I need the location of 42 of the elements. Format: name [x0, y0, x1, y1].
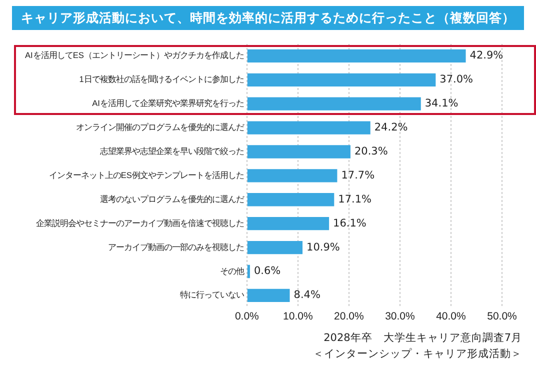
y-tick-label: インターネット上のES例文やテンプレートを活用した	[48, 170, 244, 180]
y-tick-label: AIを活用してES（エントリーシート）やガクチカを作成した	[24, 50, 244, 60]
bar	[247, 97, 421, 110]
y-tick-label: オンライン開催のプログラムを優先的に選んだ	[76, 122, 244, 132]
bar	[247, 240, 303, 254]
x-tick-label: 50.0%	[487, 310, 517, 323]
bar	[247, 193, 334, 206]
chart-title: キャリア形成活動において、時間を効率的に活用するために行ったこと（複数回答）	[12, 6, 524, 30]
data-label: 0.6%	[254, 265, 281, 278]
x-tick-label: 40.0%	[436, 310, 466, 323]
data-label: 42.9%	[470, 50, 504, 62]
bar	[247, 145, 350, 158]
bar	[247, 49, 466, 63]
y-tick-label: 特に行っていない	[180, 290, 244, 300]
bar	[247, 169, 338, 182]
bar	[247, 288, 290, 302]
data-label: 20.3%	[354, 145, 388, 158]
data-label: 24.2%	[374, 122, 408, 134]
data-label: 17.1%	[338, 193, 372, 206]
y-tick-label: その他	[220, 266, 244, 276]
text: ＜インターンシップ・キャリア形成活動＞	[313, 347, 522, 362]
y-tick-label: 選考のないプログラムを優先的に選んだ	[100, 194, 244, 204]
data-label: 8.4%	[294, 289, 320, 302]
bar	[247, 264, 250, 278]
data-label: 37.0%	[440, 74, 474, 86]
y-tick-label: 1日で複数社の話を聞けるイベントに参加した	[79, 74, 244, 84]
y-tick-label: AIを活用して企業研究や業界研究を行った	[92, 98, 244, 108]
data-label: 34.1%	[424, 98, 458, 110]
x-tick-label: 30.0%	[385, 310, 415, 323]
x-tick-label: 0.0%	[234, 310, 259, 323]
text: 2028年卒 大学生キャリア意向調査7月	[322, 331, 522, 346]
data-label: 10.9%	[306, 241, 340, 254]
y-tick-label: 志望業界や志望企業を早い段階で絞った	[100, 146, 244, 156]
data-label: 17.7%	[341, 169, 375, 182]
y-tick-label: アーカイブ動画の一部のみを視聴した	[108, 242, 244, 252]
x-tick-label: 20.0%	[334, 310, 364, 323]
data-label: 16.1%	[333, 217, 366, 230]
y-tick-label: 企業説明会やセミナーのアーカイブ動画を倍速で視聴した	[36, 218, 244, 228]
bar	[247, 121, 370, 134]
bar	[247, 217, 330, 230]
bar	[247, 73, 436, 86]
x-tick-label: 10.0%	[283, 310, 313, 323]
